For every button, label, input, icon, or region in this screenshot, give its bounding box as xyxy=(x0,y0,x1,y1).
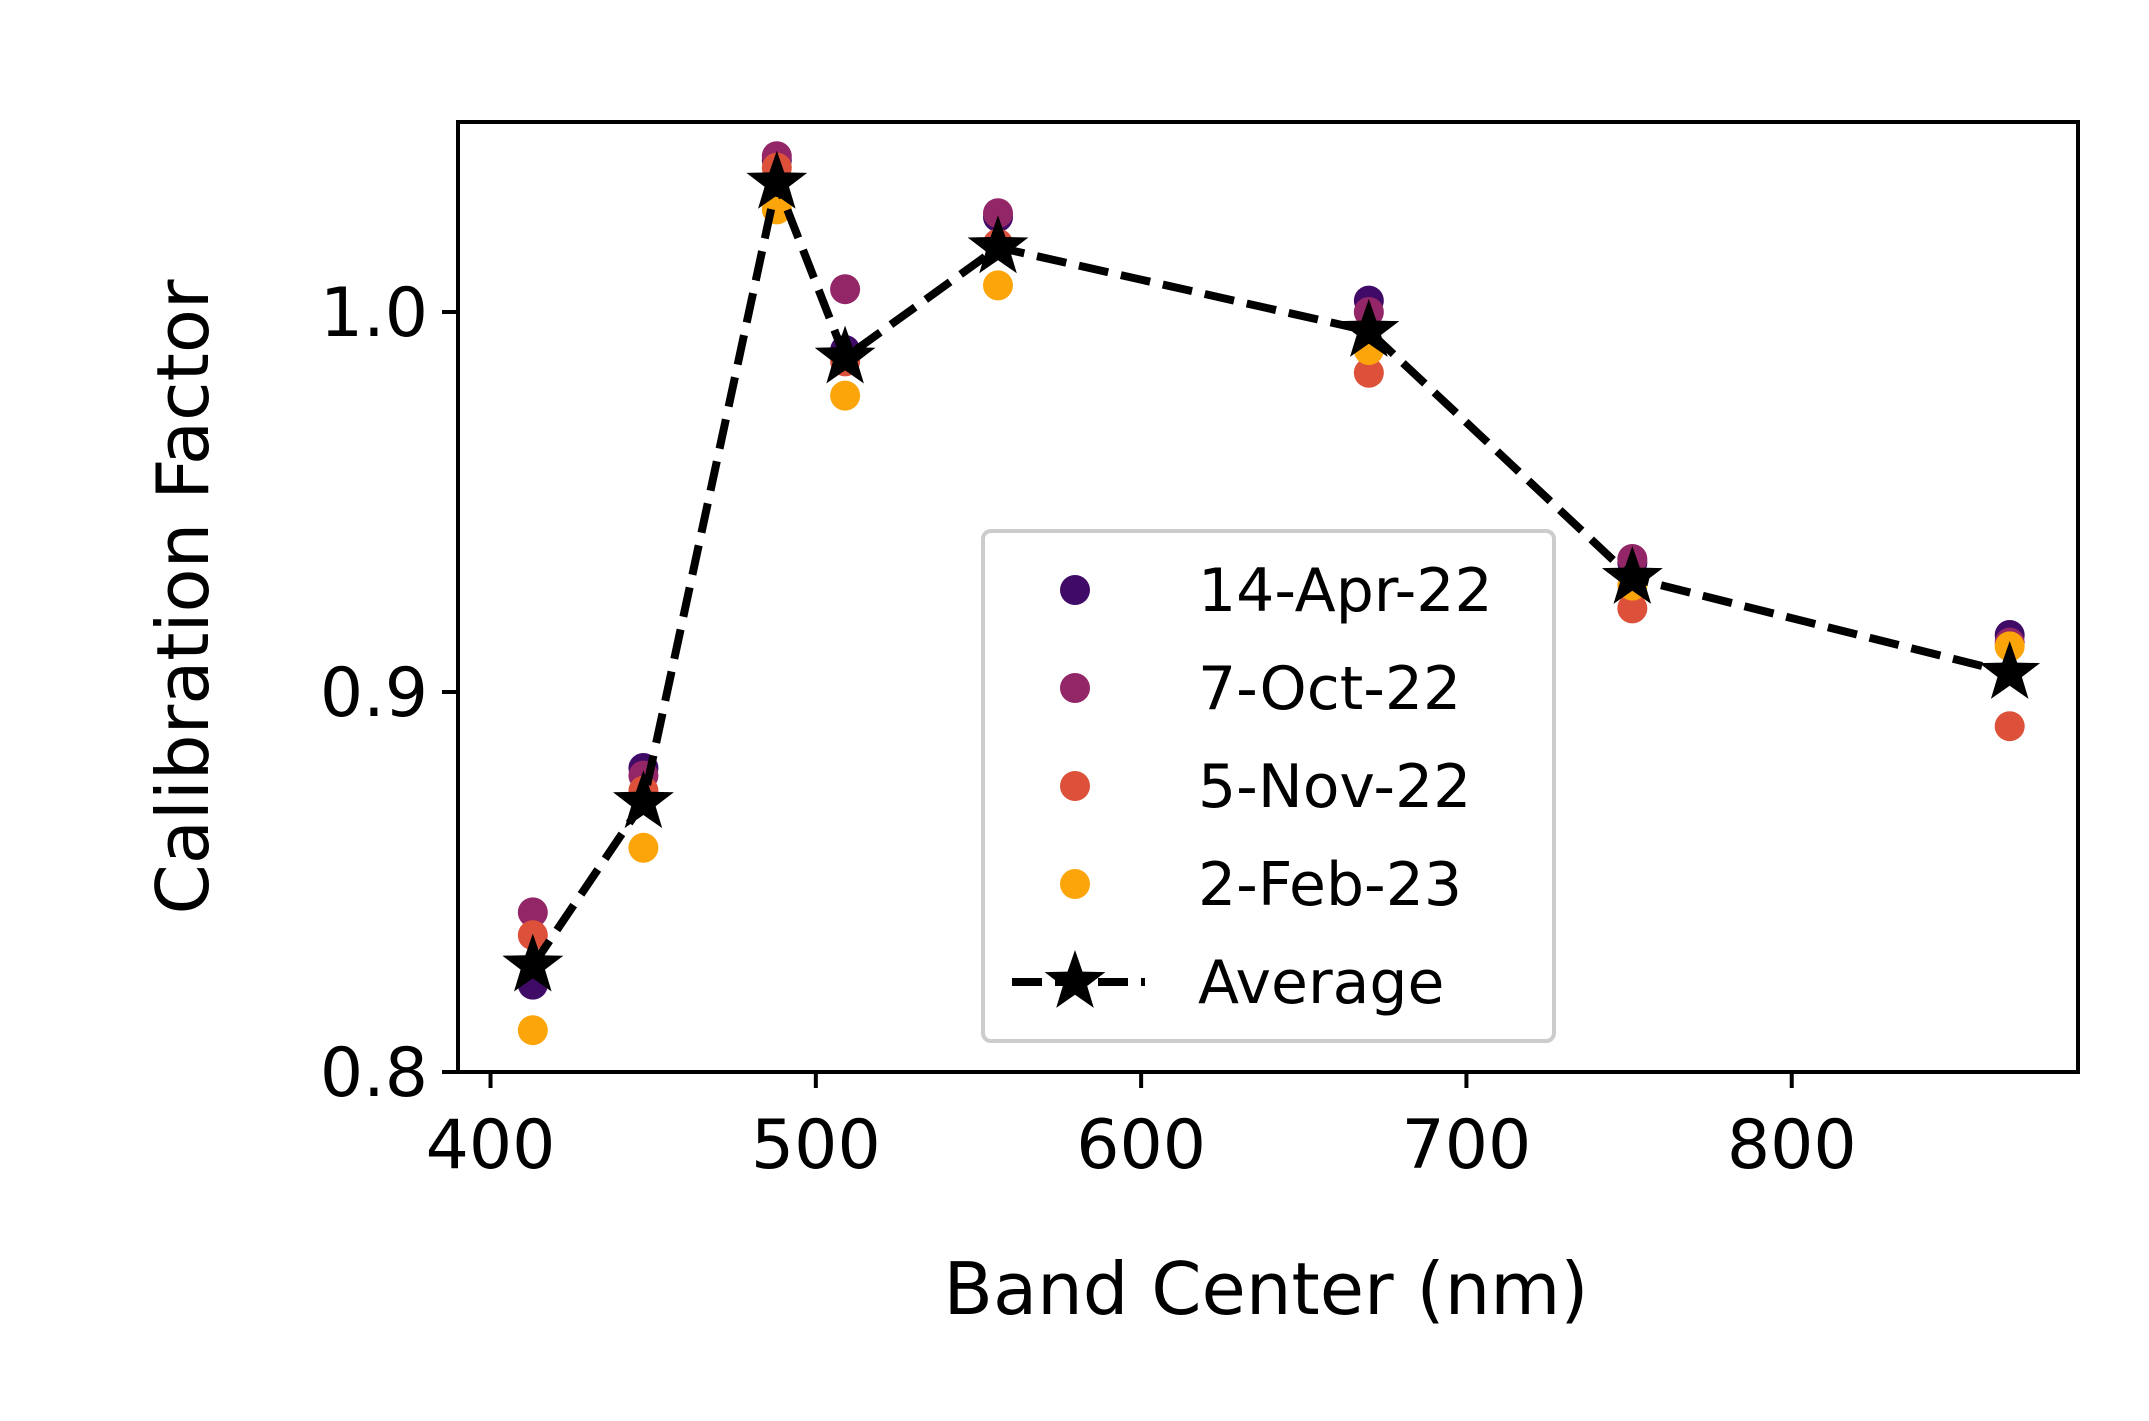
y-tick-label: 0.8 xyxy=(320,1034,428,1113)
x-tick-label: 800 xyxy=(1727,1106,1857,1185)
average-star-marker xyxy=(1979,641,2041,699)
average-star-marker xyxy=(1338,299,1400,357)
y-tick-label: 1.0 xyxy=(320,274,428,353)
scatter-point xyxy=(830,380,861,411)
scatter-point xyxy=(983,198,1013,229)
x-axis: 400 500 600 700 800 xyxy=(426,1072,1857,1185)
scatter-point xyxy=(1353,357,1384,388)
plot-marks xyxy=(502,141,2041,1046)
legend-marker xyxy=(1060,771,1090,801)
x-tick-label: 400 xyxy=(426,1106,556,1185)
scatter-point xyxy=(983,270,1013,301)
average-star-marker xyxy=(502,933,564,992)
legend-label: 5-Nov-22 xyxy=(1198,752,1471,822)
legend-label: 14-Apr-22 xyxy=(1198,556,1493,626)
scatter-point xyxy=(517,1015,548,1046)
x-axis-label: Band Center (nm) xyxy=(944,1247,1589,1331)
x-tick-label: 600 xyxy=(1076,1106,1206,1185)
scatter-point xyxy=(628,832,659,863)
plot-frame xyxy=(456,120,2080,1074)
legend-marker xyxy=(1060,575,1090,605)
average-star-marker xyxy=(814,325,876,384)
average-star-marker xyxy=(1601,546,1663,604)
y-axis-label: Calibration Factor xyxy=(141,279,225,914)
scatter-point xyxy=(830,274,861,305)
legend-label: 7-Oct-22 xyxy=(1198,654,1461,724)
legend-star-marker xyxy=(1044,950,1106,1008)
legend-marker xyxy=(1060,673,1090,703)
scatter-point xyxy=(1994,711,2025,742)
legend: 14-Apr-22 7-Oct-22 5-Nov-22 2-Feb-23 Average xyxy=(981,529,1556,1043)
x-tick-label: 500 xyxy=(751,1106,881,1185)
legend-box xyxy=(981,529,1556,1043)
y-tick-label: 0.9 xyxy=(320,654,428,733)
scatter-point xyxy=(1617,593,1648,624)
legend-marker xyxy=(1060,869,1090,899)
average-star-marker xyxy=(613,770,674,829)
scatter-point xyxy=(517,897,548,928)
average-star-marker xyxy=(746,150,808,209)
x-tick-label: 700 xyxy=(1402,1106,1532,1185)
average-line xyxy=(529,168,2011,968)
y-axis: 0.8 0.9 1.0 xyxy=(320,274,458,1113)
legend-label: Average xyxy=(1198,948,1444,1018)
average-star-marker xyxy=(967,215,1029,274)
legend-label: 2-Feb-23 xyxy=(1198,850,1462,920)
